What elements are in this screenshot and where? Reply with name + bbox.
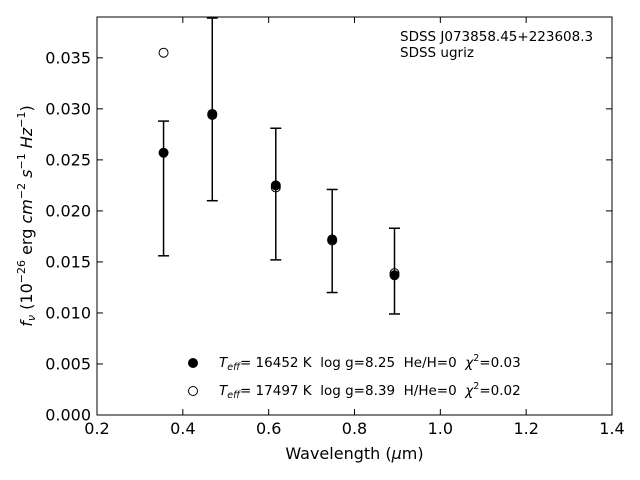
y-label-a: (10 bbox=[17, 283, 36, 315]
legend-filled-sub: eff bbox=[227, 362, 241, 373]
legend-filled-label: Teff= 16452 K log g=8.25 He/H=0 χ2=0.03 bbox=[219, 353, 521, 373]
x-tick-label: 1.0 bbox=[428, 419, 453, 438]
y-label-c: ) bbox=[17, 105, 36, 111]
y-tick-label: 0.015 bbox=[45, 252, 91, 271]
y-label-nu: ν bbox=[25, 315, 38, 321]
y-tick-label: 0.025 bbox=[45, 150, 91, 169]
data-point-open bbox=[389, 268, 400, 279]
x-tick-label: 1.4 bbox=[599, 419, 624, 438]
legend-filled-chi: χ bbox=[464, 355, 474, 371]
legend-open-marker bbox=[188, 386, 198, 396]
legend-open-mid: = 17497 K log g=8.39 H/He=0 bbox=[240, 383, 465, 399]
y-label-e4: −1 bbox=[15, 112, 28, 128]
y-label-b: erg bbox=[17, 224, 36, 260]
x-axis-label-mu: μ bbox=[391, 444, 402, 463]
y-label-e3: −1 bbox=[15, 153, 28, 169]
y-tick-label: 0.000 bbox=[45, 406, 91, 425]
legend-filled-t: T bbox=[219, 355, 229, 371]
data-point-open bbox=[270, 182, 281, 193]
x-axis-label: Wavelength (μm) bbox=[285, 444, 423, 463]
y-label-e2: −2 bbox=[15, 183, 28, 199]
legend-open-chi: χ bbox=[464, 383, 474, 399]
x-axis-label-post: m) bbox=[402, 444, 424, 463]
y-label-e1: −26 bbox=[15, 260, 28, 283]
legend-filled-marker bbox=[188, 358, 198, 368]
x-tick-label: 0.8 bbox=[342, 419, 367, 438]
y-label-cm: cm bbox=[17, 199, 36, 223]
annotation-object-name: SDSS J073858.45+223608.3 bbox=[400, 29, 593, 45]
y-tick-label: 0.005 bbox=[45, 354, 91, 373]
data-point-open bbox=[207, 109, 218, 120]
x-axis-label-pre: Wavelength ( bbox=[285, 444, 391, 463]
data-point-filled bbox=[158, 147, 169, 158]
x-tick-label: 0.2 bbox=[84, 419, 109, 438]
legend-filled-post: =0.03 bbox=[479, 355, 520, 371]
y-label-hz: Hz bbox=[17, 127, 36, 153]
legend-open-t: T bbox=[219, 383, 229, 399]
y-tick-label: 0.035 bbox=[45, 48, 91, 67]
x-tick-label: 0.4 bbox=[170, 419, 195, 438]
y-label-s: s bbox=[17, 170, 36, 183]
y-label-f: f bbox=[17, 319, 36, 327]
annotation-survey-name: SDSS ugriz bbox=[400, 45, 474, 61]
legend-open-sub: eff bbox=[227, 390, 241, 401]
legend-filled-sup: 2 bbox=[473, 353, 479, 364]
y-axis-label: fν (10−26 erg cm−2 s−1 Hz−1) bbox=[15, 105, 38, 326]
legend-filled-mid: = 16452 K log g=8.25 He/H=0 bbox=[240, 355, 465, 371]
legend-open-post: =0.02 bbox=[479, 383, 520, 399]
x-tick-label: 1.2 bbox=[513, 419, 538, 438]
y-tick-label: 0.010 bbox=[45, 303, 91, 322]
marker-layer bbox=[158, 47, 400, 281]
y-tick-label: 0.030 bbox=[45, 99, 91, 118]
legend: Teff= 16452 K log g=8.25 He/H=0 χ2=0.03 … bbox=[188, 353, 521, 401]
data-point-open bbox=[327, 235, 338, 246]
y-tick-label: 0.020 bbox=[45, 201, 91, 220]
legend-open-sup: 2 bbox=[473, 381, 479, 392]
legend-open-label: Teff= 17497 K log g=8.39 H/He=0 χ2=0.02 bbox=[219, 381, 521, 401]
x-tick-label: 0.6 bbox=[256, 419, 281, 438]
ticks-layer: 0.2 0.4 0.6 0.8 1.0 1.2 1.4 0.000 0.005 0.010 0.01… bbox=[45, 17, 625, 438]
data-point-open bbox=[158, 47, 169, 58]
